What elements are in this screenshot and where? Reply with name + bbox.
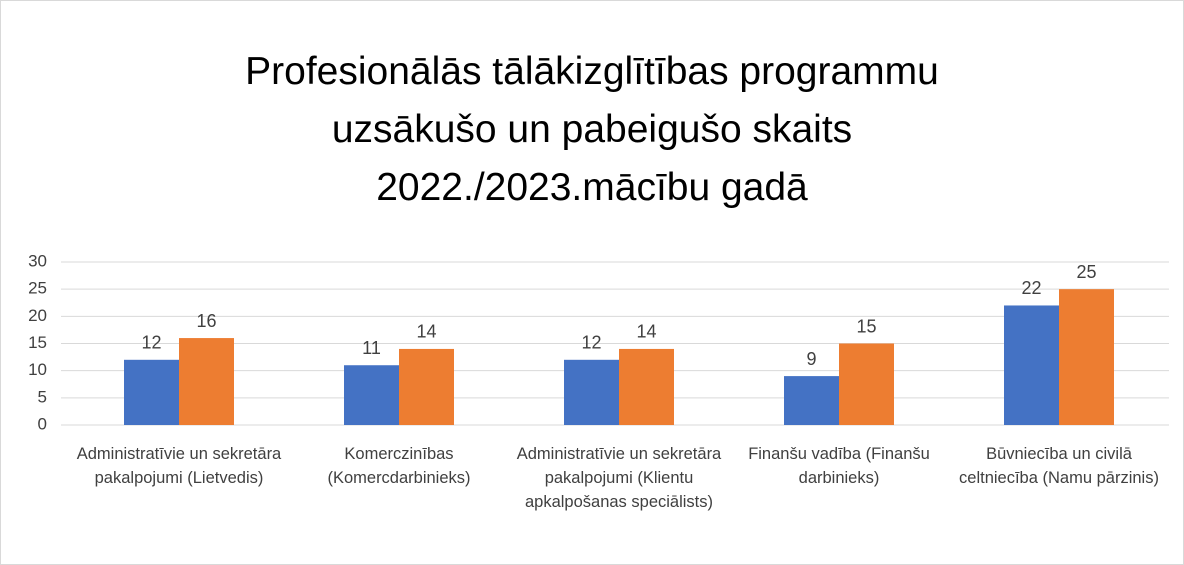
bar [839, 343, 894, 425]
x-tick-label: Administratīvie un sekretāra pakalpojumi… [516, 445, 722, 511]
bar [1059, 289, 1114, 425]
bar [564, 359, 619, 425]
y-tick-label: 0 [38, 414, 47, 433]
bar [1004, 305, 1059, 425]
x-tick-label: Komerczinības (Komercdarbinieks) [327, 445, 471, 487]
data-label: 16 [196, 311, 216, 331]
chart-title: Profesionālās tālākizglītības programmu … [245, 50, 939, 209]
bar [619, 348, 674, 425]
y-tick-label: 10 [28, 360, 47, 379]
y-tick-label: 25 [28, 279, 47, 298]
bar [344, 365, 399, 425]
bar [399, 348, 454, 425]
x-tick-label: Administratīvie un sekretāra pakalpojumi… [76, 445, 282, 487]
data-label: 25 [1076, 262, 1096, 282]
x-tick-label: Finanšu vadība (Finanšu darbinieks) [748, 445, 930, 487]
y-tick-label: 5 [38, 387, 47, 406]
data-label: 15 [856, 316, 876, 336]
data-label: 14 [636, 322, 656, 342]
bar [124, 359, 179, 425]
data-label: 22 [1021, 278, 1041, 298]
data-label: 14 [416, 322, 436, 342]
data-label: 11 [362, 338, 381, 358]
x-tick-label: Būvniecība un civilā celtniecība (Namu p… [959, 445, 1159, 487]
data-label: 12 [141, 333, 161, 353]
y-tick-label: 15 [28, 333, 47, 352]
data-label: 9 [806, 349, 816, 369]
data-label: 12 [581, 333, 601, 353]
y-tick-label: 20 [28, 306, 47, 325]
bar [179, 338, 234, 425]
y-tick-label: 30 [28, 251, 47, 270]
bar [784, 376, 839, 425]
